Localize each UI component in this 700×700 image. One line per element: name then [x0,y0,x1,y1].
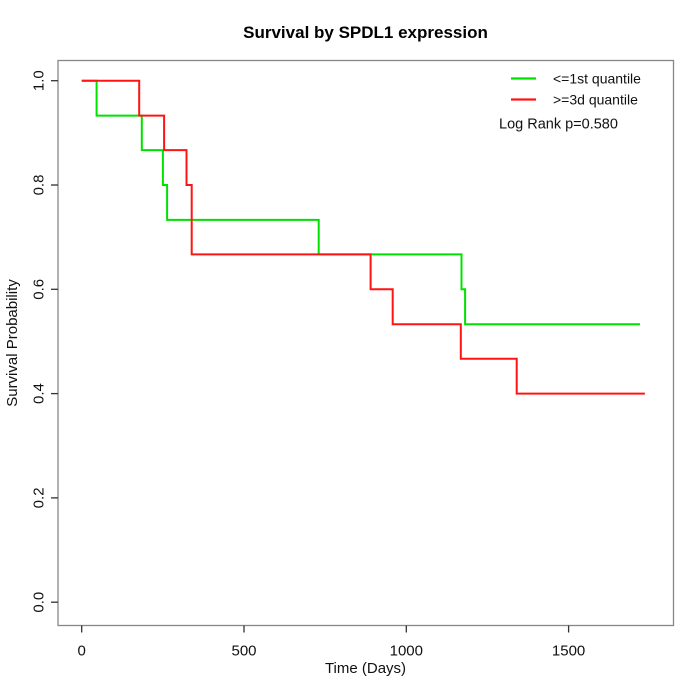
y-tick-label: 0.4 [31,383,48,404]
x-tick-label: 0 [78,643,86,660]
x-tick-label: 500 [231,643,256,660]
plot-title: Survival by SPDL1 expression [243,23,488,42]
y-axis-label: Survival Probability [4,279,21,407]
km-curve-le-1st-quantile [81,79,640,326]
log-rank-annotation: Log Rank p=0.580 [499,117,618,133]
x-tick-label: 1000 [390,643,423,660]
legend: <=1st quantile >=3d quantile Log Rank p=… [499,71,641,133]
y-tick-label: 1.0 [31,70,48,91]
y-tick-label: 0.6 [31,279,48,300]
y-axis-ticks: 0.0 0.2 0.4 0.6 0.8 1.0 [31,70,58,613]
legend-label-le-1st-quantile: <=1st quantile [553,71,641,87]
x-axis-label: Time (Days) [325,660,406,677]
legend-label-ge-3d-quantile: >=3d quantile [553,92,638,108]
y-tick-label: 0.0 [31,592,48,613]
km-curve-ge-3d-quantile [81,79,645,395]
y-tick-label: 0.8 [31,175,48,196]
x-tick-label: 1500 [552,643,585,660]
y-tick-label: 0.2 [31,487,48,508]
x-axis-ticks: 0 500 1000 1500 [78,625,585,660]
plot-frame [57,59,675,627]
